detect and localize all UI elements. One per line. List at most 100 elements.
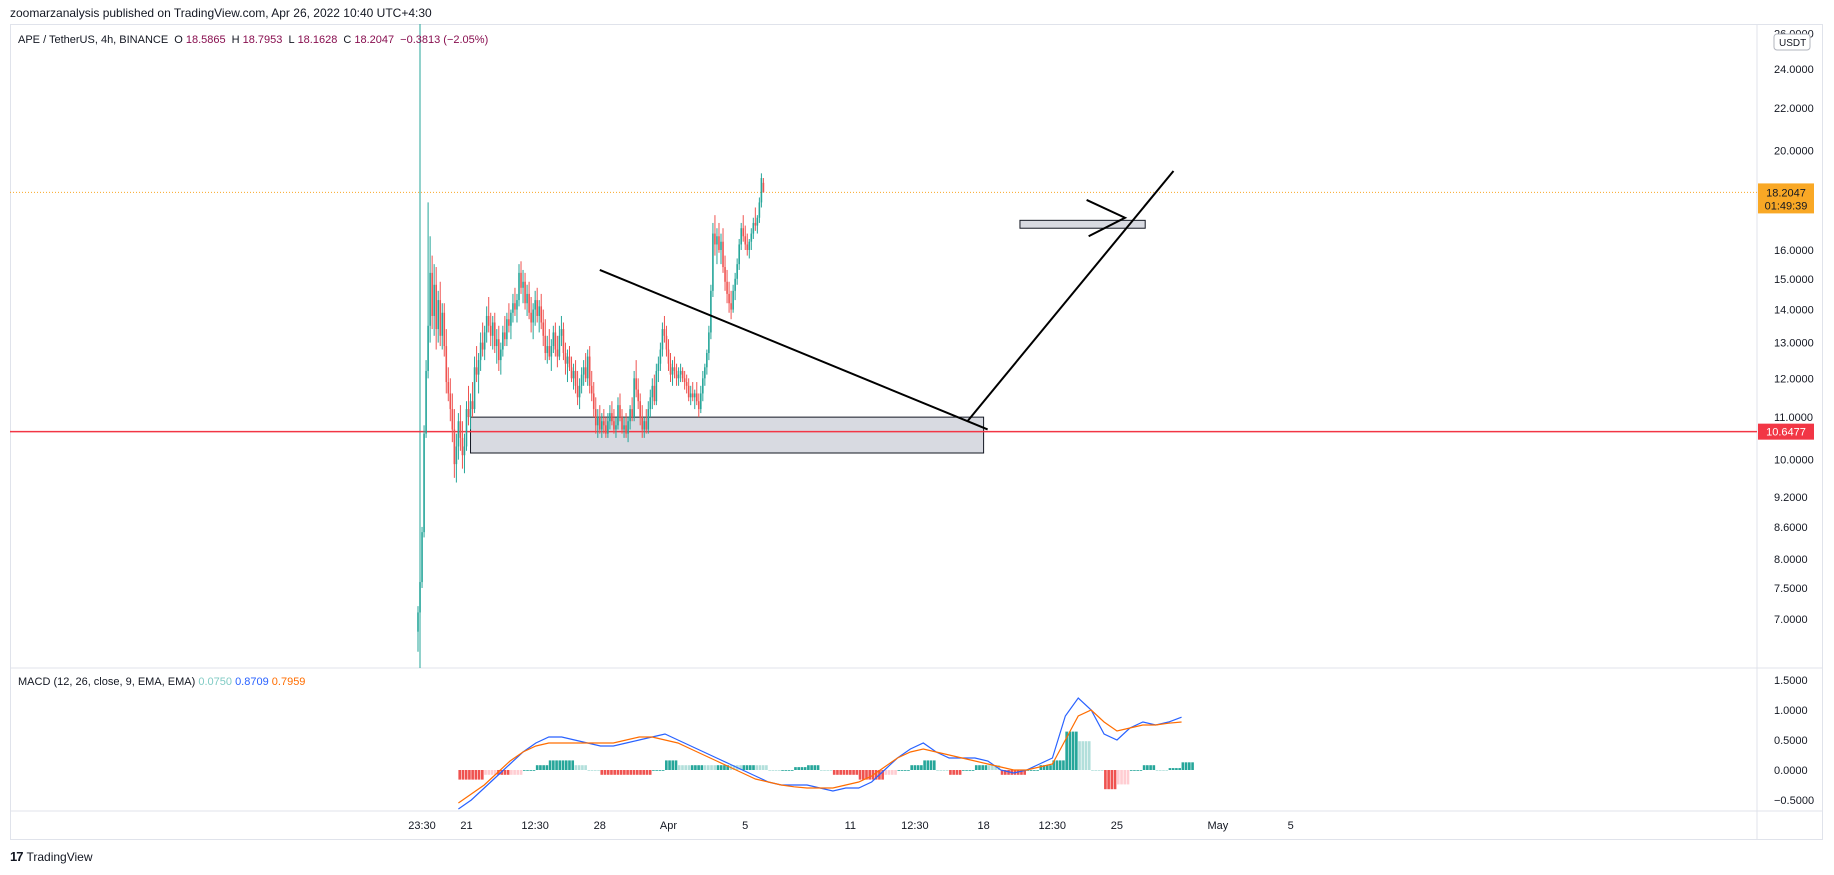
- candle: [576, 370, 579, 406]
- candle-body: [417, 612, 419, 632]
- candle: [526, 284, 528, 316]
- candle-body: [516, 300, 518, 310]
- macd-histogram-bar: [684, 765, 688, 770]
- macd-histogram-bar: [1049, 765, 1052, 770]
- candle-body: [578, 385, 581, 398]
- candle-body: [687, 385, 690, 398]
- candle: [724, 255, 726, 291]
- candle-body: [518, 272, 520, 301]
- macd-histogram-bar: [522, 770, 526, 771]
- macd-histogram-bar: [610, 770, 613, 775]
- candle-body: [560, 329, 563, 336]
- macd-histogram-bar: [1020, 770, 1023, 775]
- candle-body: [455, 446, 458, 465]
- time-tick-label: 5: [742, 820, 748, 832]
- time-tick-label: 21: [460, 820, 472, 832]
- macd-histogram-bar: [658, 770, 662, 771]
- candle-body: [722, 241, 724, 268]
- candle-body: [651, 385, 654, 398]
- candle-body: [465, 409, 468, 447]
- candle-body: [439, 300, 442, 336]
- candle-body: [667, 349, 670, 364]
- macd-histogram-bar: [1158, 770, 1162, 771]
- low-label: L: [288, 34, 295, 46]
- candle: [463, 433, 466, 474]
- macd-histogram-bar: [997, 765, 1001, 770]
- candle: [449, 378, 452, 422]
- macd-histogram-bar: [697, 765, 700, 770]
- candle: [481, 322, 484, 357]
- candle-body: [538, 306, 540, 316]
- candle-body: [580, 374, 583, 386]
- candle-body: [473, 367, 476, 410]
- macd-histogram-bar: [471, 770, 474, 780]
- candle-body: [645, 421, 648, 430]
- candle-body: [673, 367, 676, 371]
- candle: [475, 346, 478, 383]
- candle-body: [423, 433, 425, 533]
- macd-histogram-bar: [1168, 768, 1172, 770]
- candlestick-series: [417, 173, 765, 652]
- candle: [431, 255, 433, 330]
- macd-histogram-bar: [926, 760, 930, 770]
- candle-body: [498, 339, 500, 361]
- candle-body: [712, 233, 714, 291]
- candle-body: [605, 425, 607, 434]
- candle: [718, 222, 720, 253]
- annotation-zones: [10, 191, 1757, 454]
- candle-body: [689, 393, 692, 398]
- macd-histogram-bar: [542, 765, 545, 770]
- macd-histogram-bar: [761, 765, 765, 770]
- candle: [451, 393, 454, 443]
- candle: [562, 322, 565, 361]
- candle-body: [596, 417, 599, 426]
- macd-histogram-bar: [532, 770, 536, 771]
- candle: [671, 360, 674, 386]
- candle: [750, 228, 753, 250]
- candle-body: [435, 284, 437, 330]
- candle-body: [425, 370, 427, 434]
- candle-body: [540, 306, 543, 323]
- macd-histogram-bar: [974, 765, 978, 770]
- candle-body: [459, 421, 462, 438]
- macd-histogram-bar: [839, 770, 842, 775]
- candle-body: [469, 401, 472, 418]
- candle-body: [631, 409, 633, 418]
- price-tick-label: 16.0000: [1774, 245, 1814, 257]
- macd-histogram-bar: [677, 765, 681, 770]
- candle: [596, 409, 599, 438]
- candle: [502, 325, 504, 357]
- macd-histogram-bar: [629, 770, 633, 775]
- candle-body: [728, 293, 730, 304]
- candle-body: [457, 421, 460, 447]
- candle: [599, 405, 601, 434]
- candle-body: [720, 241, 722, 250]
- macd-histogram-bar: [939, 770, 943, 771]
- macd-histogram-bar: [916, 765, 920, 770]
- footer[interactable]: 17 TradingView: [10, 849, 93, 864]
- drawn-trendlines: [599, 170, 1175, 431]
- price-axis: 26.000024.000022.000020.000016.000015.00…: [10, 24, 1823, 840]
- candle-body: [647, 409, 650, 430]
- macd-histogram-bar: [552, 760, 555, 770]
- macd-histogram-bar: [1068, 731, 1072, 770]
- candle: [516, 293, 518, 323]
- candle: [758, 197, 761, 223]
- macd-histogram-bar: [564, 760, 568, 770]
- macd-histogram-bar: [949, 770, 952, 775]
- candle-body: [471, 401, 474, 410]
- candle: [702, 370, 704, 402]
- candle-body: [641, 417, 644, 430]
- macd-histogram-bar: [690, 765, 694, 770]
- macd-histogram-bar: [907, 770, 910, 771]
- candle-body: [756, 217, 759, 226]
- macd-histogram-bar: [674, 760, 678, 770]
- candle-body: [508, 319, 510, 326]
- macd-histogram-bar: [510, 770, 513, 775]
- macd-histogram-bar: [468, 770, 471, 780]
- macd-histogram-bar: [493, 770, 497, 775]
- price-chart[interactable]: 26.000024.000022.000020.000016.000015.00…: [0, 0, 1834, 845]
- macd-histogram-bar: [635, 770, 639, 775]
- macd-histogram-bar: [1120, 770, 1123, 785]
- candle-body: [475, 367, 478, 375]
